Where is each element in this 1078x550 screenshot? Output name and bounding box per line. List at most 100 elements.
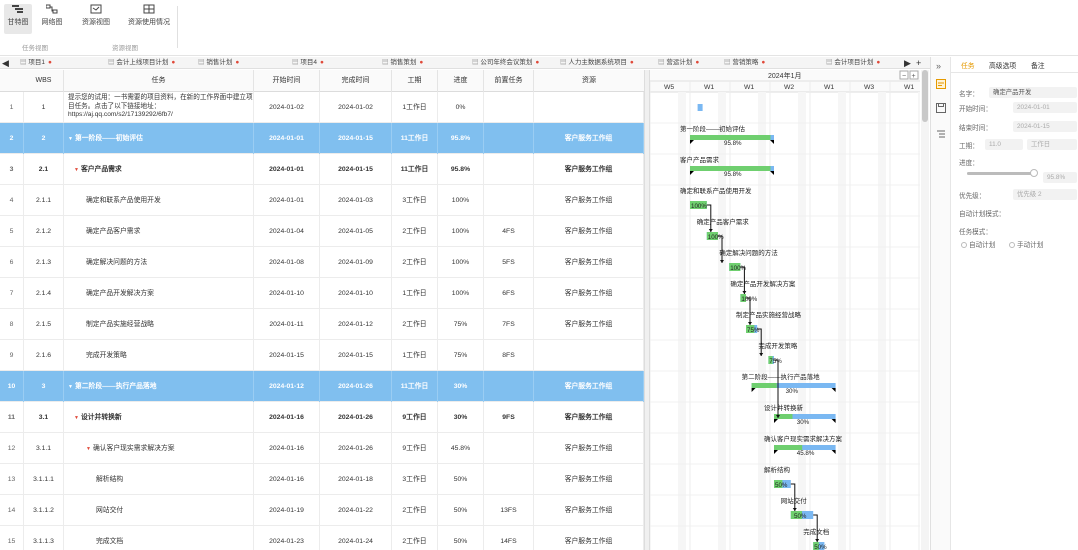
panel-tab-task[interactable]: 任务	[961, 63, 975, 70]
cell-dur[interactable]: 2工作日	[392, 495, 438, 526]
cell-num[interactable]: 9	[0, 340, 24, 371]
cell-num[interactable]: 13	[0, 464, 24, 495]
cell-num[interactable]: 14	[0, 495, 24, 526]
cell-pred[interactable]: 14FS	[484, 526, 534, 550]
table-row[interactable]: 3 2.1 ▼ 客户产品需求 2024-01-01 2024-01-15 11工作日 95.8…	[0, 154, 644, 185]
cell-res[interactable]: 客户服务工作组	[534, 185, 644, 216]
cell-pred[interactable]	[484, 92, 534, 123]
cell-start[interactable]: 2024-01-01	[254, 123, 320, 154]
cell-num[interactable]: 5	[0, 216, 24, 247]
cell-dur[interactable]: 2工作日	[392, 216, 438, 247]
summary-bar[interactable]	[751, 383, 836, 388]
cell-task[interactable]: ▼ 设计并转换新	[64, 402, 254, 433]
cell-pred[interactable]	[484, 123, 534, 154]
project-tab[interactable]: ▤ 会计上线项目计划 ●	[108, 58, 175, 68]
project-tab[interactable]: ▤ 营运计划 ●	[658, 58, 699, 68]
cell-res[interactable]: 客户服务工作组	[534, 216, 644, 247]
cell-res[interactable]: 客户服务工作组	[534, 309, 644, 340]
cell-wbs[interactable]: 3.1.1.3	[24, 526, 64, 550]
task-info-icon[interactable]	[936, 79, 946, 89]
cell-dur[interactable]: 11工作日	[392, 371, 438, 402]
cell-end[interactable]: 2024-01-26	[320, 433, 392, 464]
cell-task[interactable]: 网站交付	[64, 495, 254, 526]
cell-end[interactable]: 2024-01-15	[320, 123, 392, 154]
cell-prog[interactable]: 30%	[438, 402, 484, 433]
table-row[interactable]: 4 2.1.1 确定和联系产品使用开发 2024-01-01 2024-01-03 3工作…	[0, 185, 644, 216]
task-bar[interactable]	[813, 542, 825, 550]
cell-start[interactable]: 2024-01-16	[254, 464, 320, 495]
cell-num[interactable]: 2	[0, 123, 24, 154]
cell-prog[interactable]: 100%	[438, 216, 484, 247]
resource-usage-button[interactable]: 资源使用情况	[126, 4, 172, 34]
cell-dur[interactable]: 11工作日	[392, 154, 438, 185]
cell-res[interactable]	[534, 340, 644, 371]
cell-end[interactable]: 2024-01-09	[320, 247, 392, 278]
column-header-duration[interactable]: 工期	[392, 70, 438, 92]
cell-pred[interactable]: 13FS	[484, 495, 534, 526]
cell-start[interactable]: 2024-01-16	[254, 433, 320, 464]
resource-view-button[interactable]: 资源视图	[78, 4, 114, 34]
cell-pred[interactable]	[484, 154, 534, 185]
column-header-start[interactable]: 开始时间	[254, 70, 320, 92]
tabs-left-arrow-icon[interactable]: ◀	[2, 58, 9, 68]
cell-res[interactable]: 客户服务工作组	[534, 495, 644, 526]
project-tab[interactable]: ▤ 销售策划 ●	[382, 58, 423, 68]
duration-field[interactable]: 11.0	[985, 139, 1023, 150]
task-bar[interactable]	[697, 104, 703, 111]
table-row[interactable]: 6 2.1.3 确定解决问题的方法 2024-01-08 2024-01-09 2工作日 1…	[0, 247, 644, 278]
cell-num[interactable]: 10	[0, 371, 24, 402]
cell-res[interactable]: 客户服务工作组	[534, 526, 644, 550]
cell-num[interactable]: 7	[0, 278, 24, 309]
cell-end[interactable]: 2024-01-02	[320, 92, 392, 123]
cell-num[interactable]: 1	[0, 92, 24, 123]
collapse-caret-icon[interactable]: ▼	[86, 446, 91, 452]
cell-dur[interactable]: 3工作日	[392, 464, 438, 495]
cell-wbs[interactable]: 2.1.1	[24, 185, 64, 216]
cell-wbs[interactable]: 3.1.1	[24, 433, 64, 464]
cell-task[interactable]: 确定产品客户需求	[64, 216, 254, 247]
cell-dur[interactable]: 11工作日	[392, 123, 438, 154]
cell-end[interactable]: 2024-01-26	[320, 402, 392, 433]
cell-task[interactable]: 提示您的试用：一书需要的项目资料，在新的工作界面中建立项目任务。点击了以下链接地…	[64, 92, 254, 123]
progress-slider-knob[interactable]	[1030, 169, 1039, 177]
cell-num[interactable]: 6	[0, 247, 24, 278]
table-row[interactable]: 1 1 提示您的试用：一书需要的项目资料，在新的工作界面中建立项目任务。点击了以下链…	[0, 92, 644, 123]
vertical-scrollbar[interactable]	[921, 70, 929, 550]
progress-field[interactable]: 95.8%	[1043, 172, 1077, 183]
add-tab-icon[interactable]: +	[916, 58, 922, 68]
project-tab[interactable]: ▤ 项目4 ●	[292, 58, 324, 68]
cell-pred[interactable]: 6FS	[484, 278, 534, 309]
table-row[interactable]: 10 3 ▼ 第二阶段——执行产品落地 2024-01-12 2024-01-26 11工作…	[0, 371, 644, 402]
cell-end[interactable]: 2024-01-03	[320, 185, 392, 216]
cell-task[interactable]: 完成文档	[64, 526, 254, 550]
cell-end[interactable]: 2024-01-05	[320, 216, 392, 247]
cell-task[interactable]: 解析结构	[64, 464, 254, 495]
cell-wbs[interactable]: 2.1.6	[24, 340, 64, 371]
cell-num[interactable]: 11	[0, 402, 24, 433]
name-field[interactable]: 确定产品开发	[989, 87, 1077, 98]
cell-num[interactable]: 8	[0, 309, 24, 340]
column-header-progress[interactable]: 进度	[438, 70, 484, 92]
column-header-resource[interactable]: 资源	[582, 77, 596, 84]
cell-start[interactable]: 2024-01-08	[254, 247, 320, 278]
cell-end[interactable]: 2024-01-24	[320, 526, 392, 550]
project-tab[interactable]: ▤ 销售计划 ●	[198, 58, 239, 68]
save-icon[interactable]	[936, 103, 946, 113]
cell-task[interactable]: 确定解决问题的方法	[64, 247, 254, 278]
cell-start[interactable]: 2024-01-12	[254, 371, 320, 402]
cell-end[interactable]: 2024-01-22	[320, 495, 392, 526]
list-icon[interactable]	[936, 129, 946, 139]
cell-res[interactable]	[534, 92, 644, 123]
cell-start[interactable]: 2024-01-10	[254, 278, 320, 309]
cell-prog[interactable]: 95.8%	[438, 123, 484, 154]
cell-dur[interactable]: 9工作日	[392, 402, 438, 433]
cell-dur[interactable]: 9工作日	[392, 433, 438, 464]
cell-pred[interactable]: 5FS	[484, 247, 534, 278]
collapse-caret-icon[interactable]: ▼	[68, 136, 73, 142]
cell-num[interactable]: 12	[0, 433, 24, 464]
cell-wbs[interactable]: 2.1.5	[24, 309, 64, 340]
cell-task[interactable]: 完成开发策略	[64, 340, 254, 371]
table-row[interactable]: 5 2.1.2 确定产品客户需求 2024-01-04 2024-01-05 2工作日 10…	[0, 216, 644, 247]
project-tab[interactable]: ▤ 人力主数据系统项目 ●	[560, 58, 634, 68]
cell-wbs[interactable]: 2	[24, 123, 64, 154]
